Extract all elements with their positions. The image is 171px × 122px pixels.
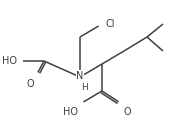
Text: HO: HO xyxy=(63,107,78,117)
Text: N: N xyxy=(76,71,84,81)
Text: HO: HO xyxy=(2,56,17,66)
Text: H: H xyxy=(81,83,87,92)
Text: O: O xyxy=(26,79,34,89)
Text: N: N xyxy=(76,72,84,82)
Text: Cl: Cl xyxy=(106,19,115,29)
Text: O: O xyxy=(124,107,132,117)
